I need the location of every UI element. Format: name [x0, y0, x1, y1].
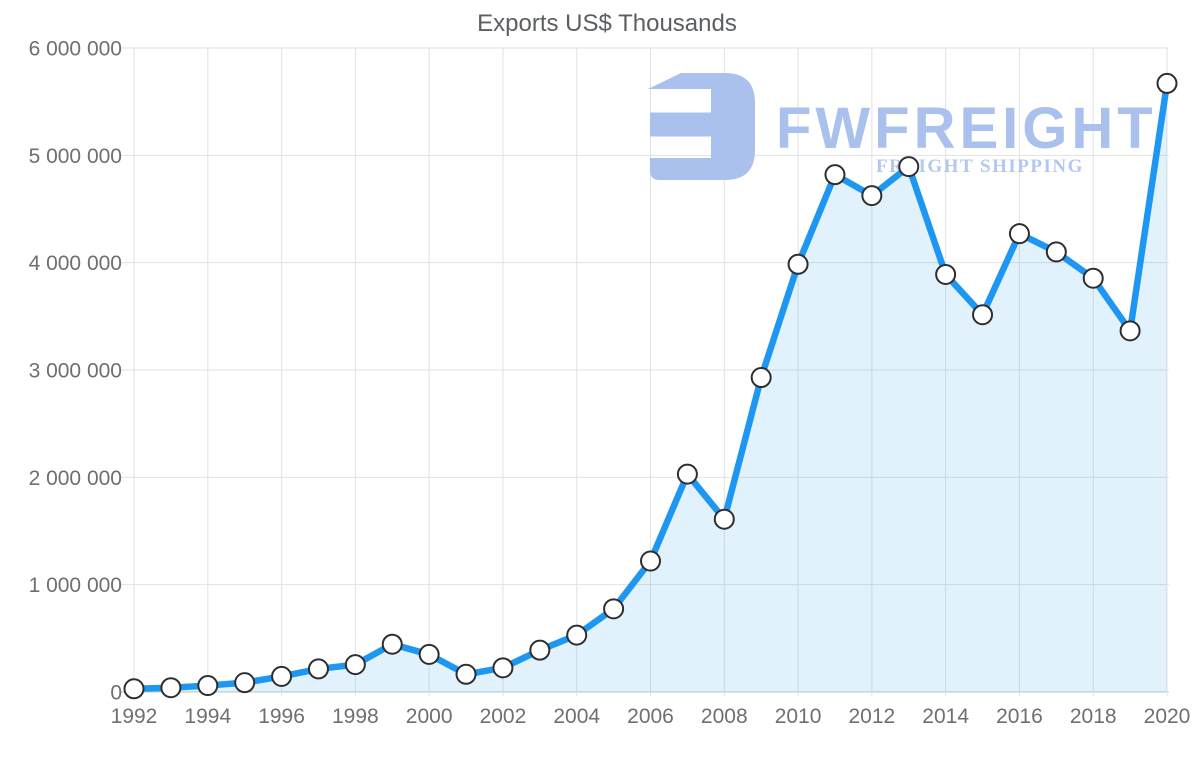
data-point-marker[interactable] [1082, 267, 1104, 289]
watermark: FWFREIGHT FREIGHT SHIPPING [648, 73, 1157, 180]
data-point-marker[interactable] [1045, 241, 1067, 263]
data-point-marker[interactable] [640, 550, 661, 572]
chart-title: Exports US$ Thousands [477, 10, 737, 37]
x-axis-tick-label: 2000 [406, 705, 453, 728]
data-point-marker[interactable] [1008, 223, 1030, 245]
series-area [134, 83, 1167, 693]
data-point-marker[interactable] [197, 675, 219, 697]
data-point-marker[interactable] [1156, 72, 1178, 94]
x-axis-tick-label: 1994 [184, 705, 231, 728]
data-point-marker[interactable] [713, 508, 735, 530]
axis-label-layer: 0 1 000 000 2 000 000 3 000 000 4 000 000 5 0… [29, 38, 1191, 729]
data-point-marker[interactable] [271, 665, 293, 687]
x-axis-tick-label: 2020 [1144, 705, 1191, 728]
y-axis-tick-label: 4 000 000 [29, 252, 122, 275]
x-axis-tick-label: 2002 [480, 705, 527, 728]
data-point-marker[interactable] [566, 624, 588, 646]
watermark-wordmark: FWFREIGHT [776, 96, 1157, 161]
x-axis-tick-label: 2016 [996, 705, 1043, 728]
data-point-marker[interactable] [418, 643, 440, 665]
data-point-marker[interactable] [972, 304, 994, 326]
data-point-marker[interactable] [603, 598, 625, 620]
grid-layer [120, 47, 1169, 696]
x-axis-tick-label: 2006 [627, 705, 674, 728]
data-point-marker[interactable] [160, 677, 182, 699]
x-axis-tick-label: 1998 [332, 705, 379, 728]
data-point-marker[interactable] [344, 654, 366, 676]
y-axis-tick-label: 2 000 000 [29, 467, 122, 490]
data-point-marker[interactable] [492, 657, 514, 679]
x-axis-tick-label: 2010 [775, 705, 822, 728]
x-axis-tick-label: 1992 [111, 705, 158, 728]
x-axis-tick-label: 2014 [922, 705, 969, 728]
data-point-marker[interactable] [123, 678, 145, 700]
data-point-marker[interactable] [676, 463, 698, 485]
x-axis-tick-label: 2004 [553, 705, 600, 728]
data-point-marker[interactable] [307, 658, 329, 680]
data-point-marker[interactable] [381, 633, 403, 655]
data-point-marker[interactable] [787, 253, 809, 275]
series-layer [123, 72, 1178, 700]
watermark-tagline: FREIGHT SHIPPING [876, 156, 1084, 177]
y-axis-tick-label: 6 000 000 [29, 38, 122, 61]
x-axis-tick-label: 2018 [1070, 705, 1117, 728]
data-point-marker[interactable] [935, 263, 957, 285]
data-point-marker[interactable] [455, 663, 477, 685]
data-point-marker[interactable] [529, 639, 551, 661]
x-axis-tick-label: 2012 [848, 705, 895, 728]
data-point-marker[interactable] [824, 164, 846, 186]
data-point-marker[interactable] [898, 156, 920, 178]
data-point-marker[interactable] [861, 185, 883, 207]
data-point-marker[interactable] [750, 367, 772, 389]
y-axis-tick-label: 1 000 000 [29, 574, 122, 597]
y-axis-tick-label: 0 [110, 682, 122, 705]
data-point-marker[interactable] [234, 672, 256, 694]
x-axis-tick-label: 2008 [701, 705, 748, 728]
y-axis-tick-label: 5 000 000 [29, 145, 122, 168]
y-axis-tick-label: 3 000 000 [29, 360, 122, 383]
x-axis-tick-label: 1996 [258, 705, 305, 728]
fwfreight-logo-icon [648, 73, 755, 180]
data-point-marker[interactable] [1119, 320, 1141, 342]
